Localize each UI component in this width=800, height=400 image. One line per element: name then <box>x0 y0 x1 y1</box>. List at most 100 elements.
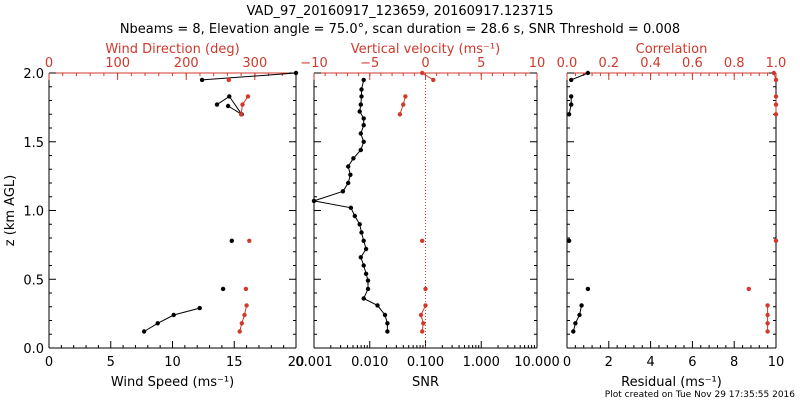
data-point <box>418 312 424 318</box>
top-axis-label: Vertical velocity (ms⁻¹) <box>351 42 500 57</box>
data-point <box>765 303 770 308</box>
x-tick-label: 4 <box>646 355 654 370</box>
x-tick-label: 10 <box>768 355 785 370</box>
series-bottom <box>141 305 202 334</box>
data-point <box>423 303 428 308</box>
data-point <box>244 303 249 308</box>
data-point <box>238 112 244 117</box>
series-line <box>143 307 200 332</box>
data-point <box>225 103 231 109</box>
series-top <box>773 94 779 117</box>
data-point <box>237 329 242 334</box>
series-line <box>420 305 426 332</box>
data-point <box>431 77 436 83</box>
data-point <box>361 296 366 301</box>
series-top <box>243 238 252 292</box>
data-point <box>365 278 371 283</box>
panel-snr: 0.001 0.010 0.100 1.000 10.000 SNR −10 −5 0 5 10 Ve… <box>295 42 559 390</box>
series-top <box>237 303 249 334</box>
series-top <box>418 303 428 334</box>
top-tick-label: 0.2 <box>598 56 619 71</box>
data-point <box>171 312 176 318</box>
data-point <box>346 180 351 186</box>
series-bottom <box>571 303 584 334</box>
series-line <box>202 72 297 81</box>
data-point <box>773 102 779 107</box>
data-point <box>571 329 576 334</box>
data-point <box>348 172 353 177</box>
y-tick-label: 0.0 <box>23 342 44 357</box>
data-point <box>375 303 380 308</box>
series-top <box>765 303 770 334</box>
data-point <box>773 238 779 243</box>
data-point <box>382 312 388 318</box>
data-point <box>746 286 751 292</box>
data-point <box>361 139 366 144</box>
data-point <box>361 123 366 128</box>
data-point <box>585 286 591 292</box>
x-tick-label: 1.000 <box>463 355 500 370</box>
data-point <box>397 112 403 117</box>
data-point <box>363 271 369 276</box>
series-top <box>420 70 436 83</box>
data-point <box>573 321 578 326</box>
top-tick-label: 1.0 <box>766 56 787 71</box>
data-point <box>420 329 425 334</box>
series-top <box>771 70 779 83</box>
series-line <box>239 305 248 332</box>
data-point <box>311 198 317 204</box>
x-tick-label: 20 <box>288 355 305 370</box>
data-point <box>359 87 364 92</box>
data-point <box>569 77 574 83</box>
series-top <box>746 238 779 292</box>
x-axis-label: Wind Speed (ms⁻¹) <box>111 375 234 390</box>
data-point <box>765 312 770 318</box>
data-point <box>577 312 582 318</box>
x-tick-label: 8 <box>730 355 738 370</box>
x-tick-label: 0.010 <box>351 355 388 370</box>
plot-created-note: Plot created on Tue Nov 29 17:35:55 2016 <box>605 390 795 400</box>
data-point <box>765 329 770 334</box>
data-point <box>773 77 779 83</box>
data-point <box>352 213 357 219</box>
data-point <box>240 102 245 107</box>
top-tick-label: 0.0 <box>557 56 578 71</box>
data-point <box>765 321 770 326</box>
x-tick-label: 10 <box>164 355 181 370</box>
data-point <box>359 230 364 235</box>
data-point <box>566 238 572 243</box>
top-tick-label: −10 <box>300 56 327 71</box>
data-point <box>358 102 363 107</box>
data-point <box>247 238 252 243</box>
data-point <box>351 156 356 161</box>
data-point <box>773 112 779 117</box>
top-tick-label: 5 <box>477 56 485 71</box>
data-point <box>358 255 363 260</box>
data-point <box>423 286 428 292</box>
data-point <box>421 321 426 326</box>
data-point <box>358 147 363 153</box>
y-tick-label: 2.0 <box>23 67 44 82</box>
data-point <box>585 70 591 76</box>
data-point <box>569 102 574 107</box>
top-tick-label: 0.4 <box>640 56 661 71</box>
x-tick-label: 0 <box>563 355 571 370</box>
data-point <box>385 329 390 334</box>
data-point <box>357 222 362 227</box>
data-point <box>227 94 232 99</box>
series-bottom <box>311 77 390 334</box>
data-point <box>420 238 425 243</box>
top-axis-label: Wind Direction (deg) <box>105 42 239 57</box>
data-point <box>229 238 234 243</box>
data-point <box>239 321 244 326</box>
top-axis-label: Correlation <box>636 42 708 57</box>
data-point <box>220 286 226 292</box>
top-tick-label: 0.6 <box>682 56 703 71</box>
y-axis-label: z (km AGL) <box>3 175 18 246</box>
series-line <box>571 72 589 81</box>
top-tick-label: 100 <box>105 56 130 71</box>
data-point <box>242 312 247 318</box>
panel-wind: 0.0 0.5 1.0 1.5 2.0 z (km AGL) 0 5 10 15 20 Wind Sp… <box>3 42 304 390</box>
data-point <box>403 94 408 99</box>
